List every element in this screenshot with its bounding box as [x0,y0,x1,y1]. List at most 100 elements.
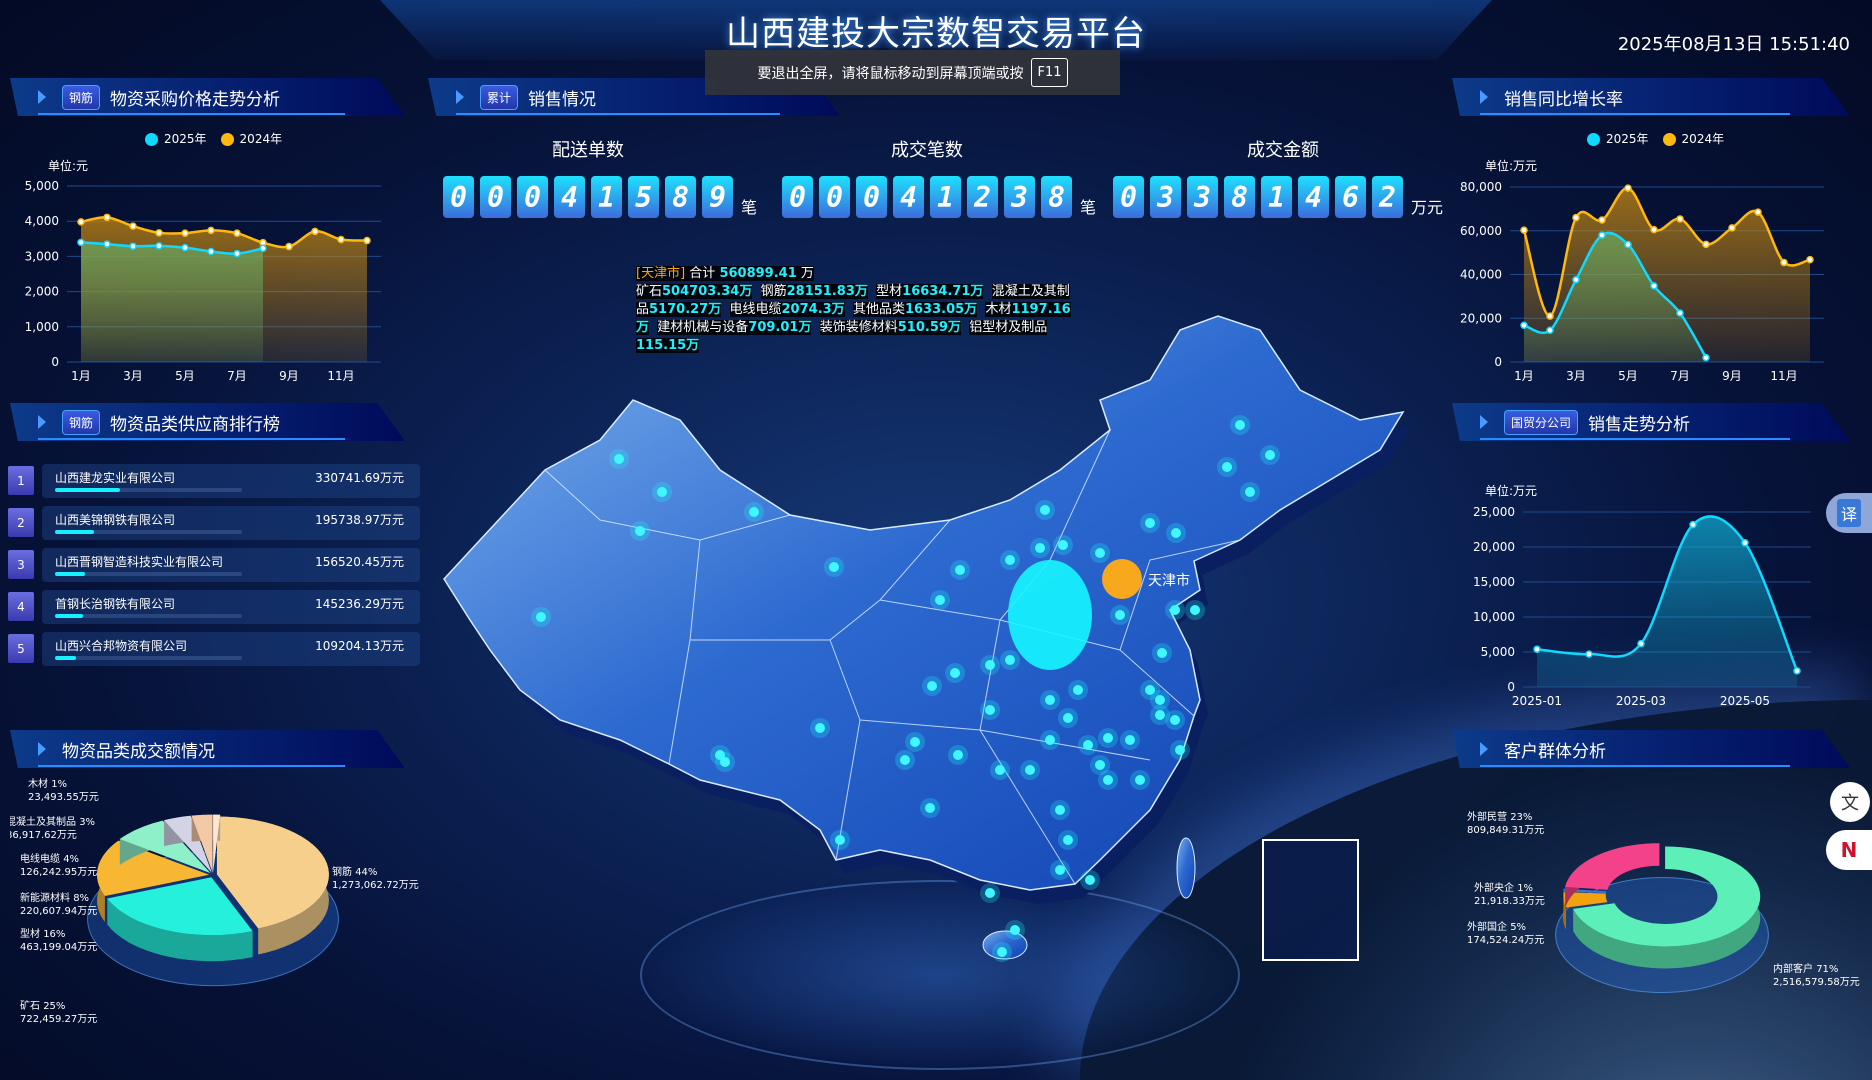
city-dot[interactable] [1155,710,1165,720]
pie-slice[interactable] [216,816,329,929]
city-dot[interactable] [720,757,730,767]
tianjin-marker[interactable] [1102,559,1142,599]
supplier-row[interactable]: 3 山西晋钢智造科技实业有限公司 156520.45万元 [8,548,420,582]
city-dot[interactable] [1005,555,1015,565]
data-point[interactable] [337,235,345,244]
translate-button[interactable]: 译 [1826,493,1872,533]
data-point[interactable] [259,244,267,253]
city-dot[interactable] [829,562,839,572]
data-point[interactable] [1546,312,1554,320]
supplier-row[interactable]: 5 山西兴合邦物资有限公司 109204.13万元 [8,632,420,666]
city-dot[interactable] [1063,835,1073,845]
data-point[interactable] [1520,226,1528,234]
city-dot[interactable] [1055,805,1065,815]
data-point[interactable] [207,226,215,235]
data-point[interactable] [1702,353,1710,362]
shanxi-highlight[interactable] [1008,560,1092,670]
data-point[interactable] [1598,231,1606,239]
city-dot[interactable] [749,507,759,517]
city-dot[interactable] [995,765,1005,775]
data-point[interactable] [311,227,319,236]
data-point[interactable] [1572,276,1580,284]
city-dot[interactable] [1175,745,1185,755]
city-dot[interactable] [910,737,920,747]
city-dot[interactable] [935,595,945,605]
legend-2025[interactable]: 2025年 [145,130,207,147]
cumulative-tag[interactable]: 累计 [480,84,519,110]
data-point[interactable] [1624,240,1632,249]
pie-slice[interactable] [1573,846,1761,947]
city-dot[interactable] [1135,775,1145,785]
language-icon[interactable]: 文 [1830,782,1870,822]
pie-slice[interactable] [213,814,221,873]
city-dot[interactable] [1083,740,1093,750]
city-dot[interactable] [614,454,624,464]
data-point[interactable] [233,249,241,258]
city-dot[interactable] [1095,760,1105,770]
data-point[interactable] [1520,321,1528,329]
city-dot[interactable] [1085,875,1095,885]
branch-tag[interactable]: 国贸分公司 [1504,409,1579,435]
supplier-row[interactable]: 2 山西美锦钢铁有限公司 195738.97万元 [8,506,420,540]
city-dot[interactable] [997,947,1007,957]
pie-slice[interactable] [1565,843,1660,890]
data-point[interactable] [1728,224,1736,232]
data-point[interactable] [181,229,189,237]
city-dot[interactable] [1073,685,1083,695]
data-point[interactable] [1598,216,1606,224]
data-point[interactable] [1689,520,1697,529]
data-point[interactable] [1533,645,1541,653]
city-dot[interactable] [1171,528,1181,538]
city-dot[interactable] [1103,775,1113,785]
city-dot[interactable] [1245,487,1255,497]
data-point[interactable] [1637,639,1645,648]
city-dot[interactable] [1115,610,1125,620]
legend-2024[interactable]: 2024年 [220,130,282,147]
data-point[interactable] [1780,258,1788,267]
data-point[interactable] [1702,240,1710,249]
city-dot[interactable] [1045,735,1055,745]
city-dot[interactable] [815,723,825,733]
city-dot[interactable] [925,803,935,813]
city-dot[interactable] [1170,605,1180,615]
city-dot[interactable] [1103,733,1113,743]
data-point[interactable] [233,229,241,237]
city-dot[interactable] [835,835,845,845]
city-dot[interactable] [950,668,960,678]
city-dot[interactable] [1145,685,1155,695]
mindmap-icon[interactable]: N [1826,830,1872,870]
data-point[interactable] [207,247,215,256]
city-dot[interactable] [1125,735,1135,745]
city-dot[interactable] [985,705,995,715]
city-dot[interactable] [1145,518,1155,528]
city-dot[interactable] [1157,648,1167,658]
supplier-row[interactable]: 1 山西建龙实业有限公司 330741.69万元 [8,464,420,498]
pie-slice[interactable] [1563,892,1608,908]
city-dot[interactable] [927,681,937,691]
china-map[interactable]: 天津市 [440,300,1420,980]
data-point[interactable] [1741,539,1749,547]
pie-slice[interactable] [107,877,253,936]
city-dot[interactable] [1055,865,1065,875]
city-dot[interactable] [657,487,667,497]
data-point[interactable] [1546,326,1554,335]
city-dot[interactable] [635,526,645,536]
city-dot[interactable] [1095,548,1105,558]
city-dot[interactable] [1025,765,1035,775]
city-dot[interactable] [1190,605,1200,615]
city-dot[interactable] [1170,715,1180,725]
data-point[interactable] [285,242,293,251]
pie-slice[interactable] [119,820,211,874]
data-point[interactable] [77,218,85,226]
data-point[interactable] [1572,213,1580,222]
data-point[interactable] [1624,184,1632,192]
data-point[interactable] [129,242,137,250]
data-point[interactable] [155,229,163,237]
city-dot[interactable] [1222,462,1232,472]
city-dot[interactable] [1235,420,1245,430]
city-dot[interactable] [536,612,546,622]
supplier-row[interactable]: 4 首钢长治钢铁有限公司 145236.29万元 [8,590,420,624]
data-point[interactable] [129,222,137,230]
legend-2025[interactable]: 2025年 [1587,130,1649,147]
data-point[interactable] [103,213,111,222]
